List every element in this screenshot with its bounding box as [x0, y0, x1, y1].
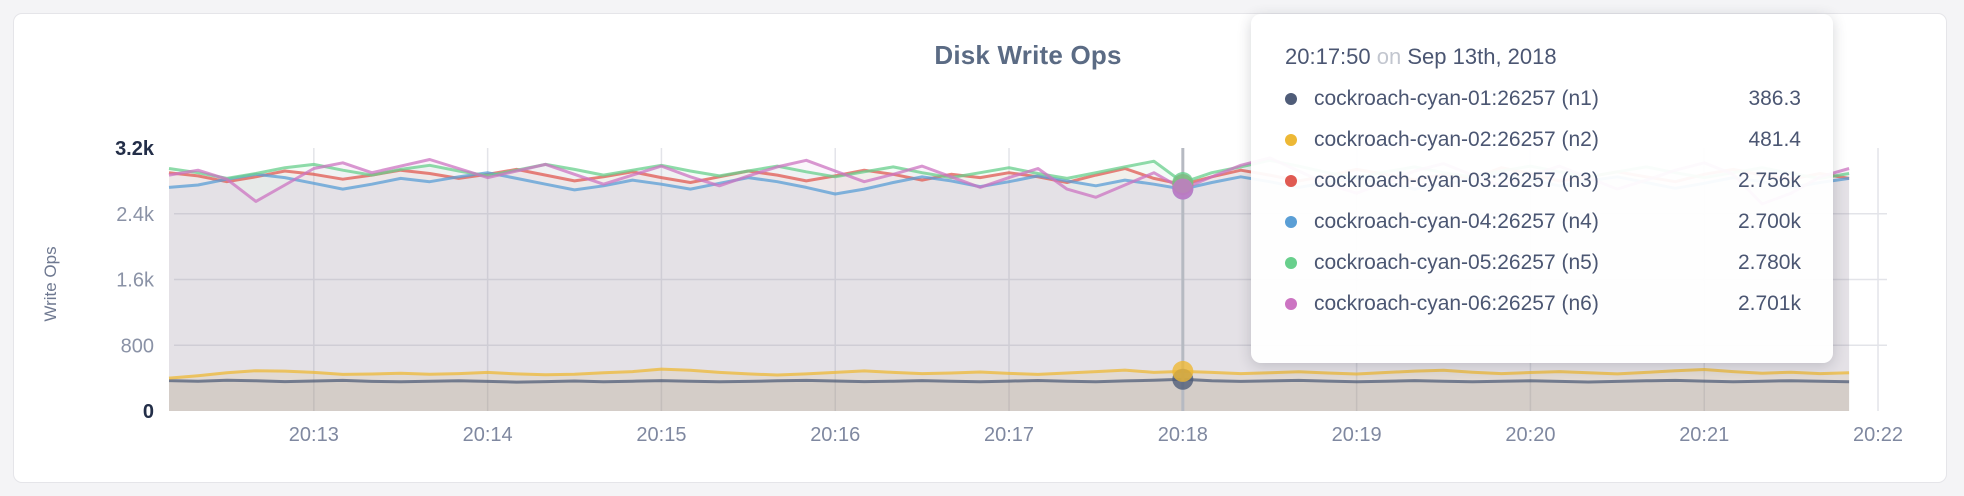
y-tick-label: 3.2k — [115, 138, 155, 160]
series-line-n2 — [168, 367, 1850, 380]
tooltip-date: Sep 13th, 2018 — [1407, 44, 1557, 69]
tooltip-rows: cockroach-cyan-01:26257 (n1) 386.3 cockroa… — [1285, 86, 1801, 316]
hover-dot-n2 — [1172, 360, 1194, 382]
series-color-dot-icon — [1285, 215, 1297, 228]
series-value: 2.701k — [1737, 292, 1801, 315]
y-axis-label: Write Ops — [41, 246, 60, 321]
tooltip-row: cockroach-cyan-03:26257 (n3) 2.756k — [1285, 168, 1801, 193]
tooltip-row: cockroach-cyan-04:26257 (n4) 2.700k — [1285, 209, 1801, 234]
series-line-n1 — [168, 377, 1850, 384]
series-name: cockroach-cyan-05:26257 (n5) — [1314, 251, 1599, 274]
x-tick-label: 20:18 — [1158, 424, 1208, 446]
series-name: cockroach-cyan-02:26257 (n2) — [1314, 128, 1599, 151]
series-color-dot-icon — [1285, 256, 1297, 269]
tooltip-header: 20:17:50 on Sep 13th, 2018 — [1285, 44, 1801, 70]
hover-dot-n6 — [1172, 178, 1194, 200]
x-tick-label: 20:20 — [1505, 424, 1555, 446]
tooltip-on-word: on — [1376, 44, 1402, 69]
series-value: 386.3 — [1748, 87, 1801, 110]
series-name: cockroach-cyan-03:26257 (n3) — [1314, 169, 1599, 192]
series-value: 2.756k — [1737, 169, 1801, 192]
tooltip-row: cockroach-cyan-05:26257 (n5) 2.780k — [1285, 250, 1801, 275]
x-tick-label: 20:16 — [810, 424, 860, 446]
y-tick-label: 2.4k — [116, 204, 155, 226]
tooltip-row: cockroach-cyan-06:26257 (n6) 2.701k — [1285, 291, 1801, 316]
x-tick-label: 20:13 — [289, 424, 339, 446]
series-area-n1 — [169, 379, 1850, 411]
y-tick-label: 1.6k — [116, 270, 155, 292]
series-value: 2.700k — [1737, 210, 1801, 233]
y-tick-label: 800 — [121, 335, 154, 357]
series-color-dot-icon — [1285, 297, 1297, 310]
x-tick-label: 20:15 — [636, 424, 686, 446]
series-color-dot-icon — [1285, 92, 1297, 105]
x-tick-label: 20:17 — [984, 424, 1034, 446]
y-tick-label: 0 — [143, 401, 154, 423]
x-tick-label: 20:19 — [1332, 424, 1382, 446]
series-color-dot-icon — [1285, 133, 1297, 146]
series-name: cockroach-cyan-04:26257 (n4) — [1314, 210, 1599, 233]
series-color-dot-icon — [1285, 174, 1297, 187]
x-tick-label: 20:22 — [1853, 424, 1903, 446]
tooltip-row: cockroach-cyan-02:26257 (n2) 481.4 — [1285, 127, 1801, 152]
hover-tooltip: 20:17:50 on Sep 13th, 2018 cockroach-cya… — [1251, 14, 1833, 363]
tooltip-time: 20:17:50 — [1285, 44, 1371, 69]
series-name: cockroach-cyan-06:26257 (n6) — [1314, 292, 1599, 315]
chart-card: Disk Write Ops Write Ops 0 800 1.6k 2.4k 3.2… — [13, 13, 1947, 483]
tooltip-row: cockroach-cyan-01:26257 (n1) 386.3 — [1285, 86, 1801, 111]
x-tick-label: 20:21 — [1679, 424, 1729, 446]
chart-title: Disk Write Ops — [934, 40, 1122, 70]
series-name: cockroach-cyan-01:26257 (n1) — [1314, 87, 1599, 110]
series-value: 481.4 — [1748, 128, 1801, 151]
series-value: 2.780k — [1737, 251, 1801, 274]
x-tick-label: 20:14 — [463, 424, 513, 446]
